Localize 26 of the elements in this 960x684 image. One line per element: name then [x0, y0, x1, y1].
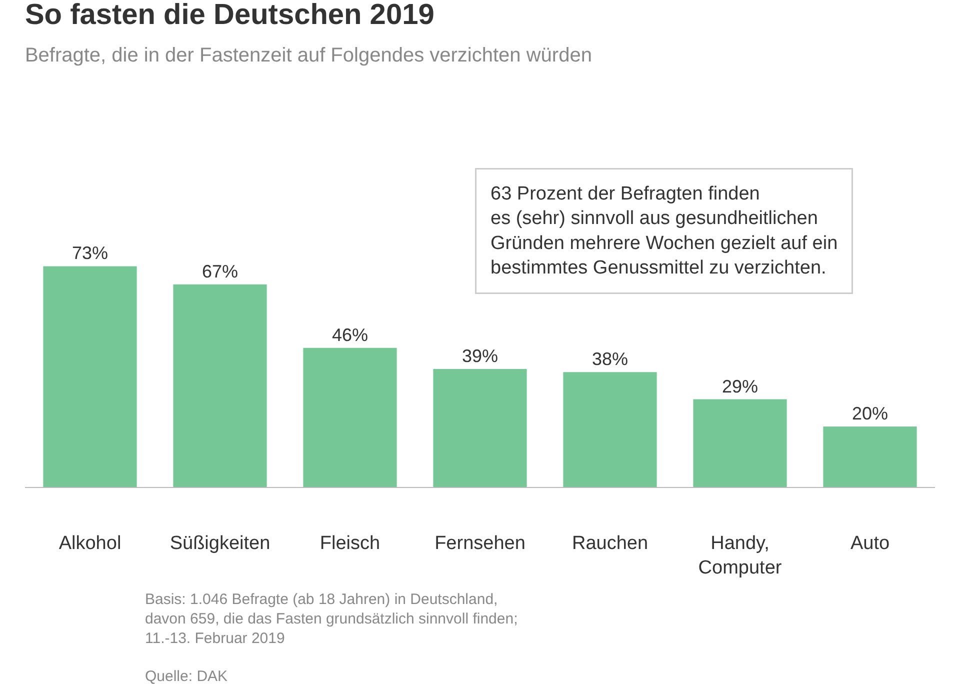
annotation: 63 Prozent der Befragten finden es (sehr) sinnvoll aus gesundheitlichen Gründen mehrere Wochen gezielt auf ein bestimmtes Genussmittel zu verzichten.: [490, 184, 838, 279]
bar: [43, 266, 137, 487]
chart-title: So fasten die Deutschen 2019: [24, 0, 434, 31]
data-label: 29%: [722, 376, 758, 396]
bar: [433, 369, 527, 487]
chart-subtitle: Befragte, die in der Fastenzeit auf Folgendes verzichten würden: [24, 44, 592, 67]
source-note: Quelle: DAK: [145, 668, 228, 684]
bar: [173, 284, 267, 487]
bar: [563, 372, 657, 487]
data-label: 73%: [72, 243, 108, 264]
bar: [823, 426, 917, 487]
x-tick-label: Süßigkeiten: [170, 532, 270, 554]
data-label: 46%: [332, 324, 368, 345]
data-label: 38%: [592, 349, 628, 370]
x-tick-label: Auto: [850, 532, 890, 554]
x-tick-label: Handy, Computer: [698, 532, 782, 578]
x-tick-label: Rauchen: [572, 532, 648, 554]
text: Basis: 1.046 Befragte (ab 18 Jahren) in Deutschland, davon 659, die das Fasten grundsätzlich sinnvoll finden; 11.-13. Februar 2019: [145, 591, 518, 647]
x-tick-label: Alkohol: [58, 532, 122, 554]
bar: [693, 399, 787, 487]
data-label: 39%: [462, 346, 498, 366]
bar: [303, 348, 397, 487]
x-tick-label: Fleisch: [320, 532, 380, 554]
data-label: 67%: [202, 261, 238, 282]
data-label: 20%: [852, 404, 888, 424]
x-tick-label: Fernsehen: [434, 532, 526, 554]
